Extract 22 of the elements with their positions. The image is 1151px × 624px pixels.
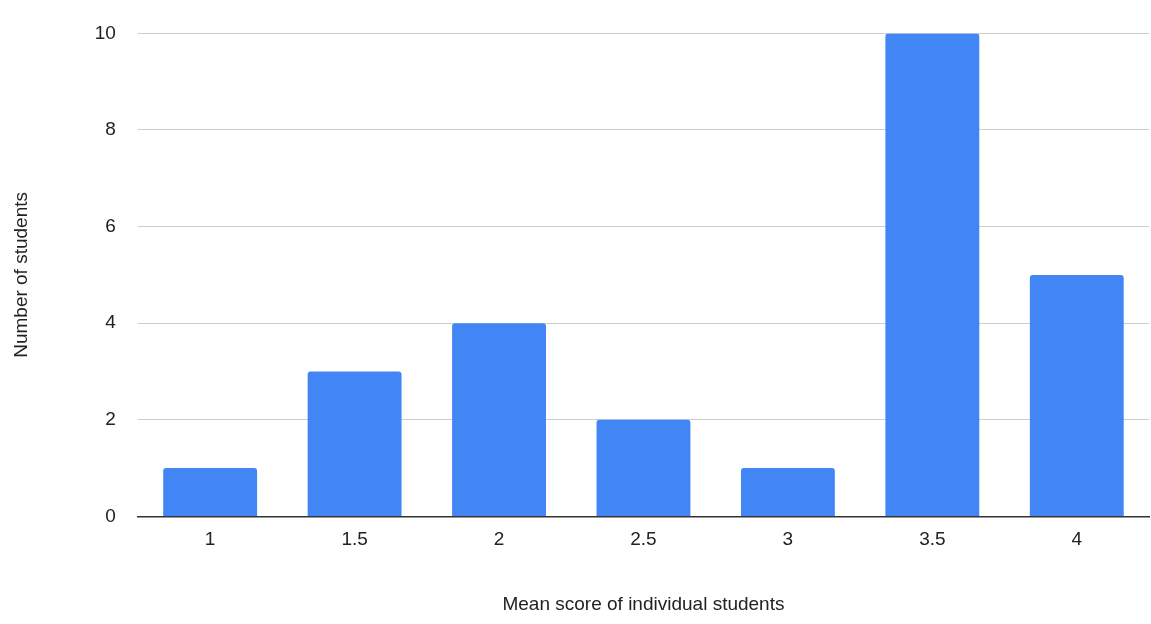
- bar: [885, 33, 980, 516]
- bar: [1029, 274, 1124, 516]
- x-tick-label: 1.5: [341, 528, 368, 550]
- x-tick-label: 3.5: [919, 528, 946, 550]
- x-tick-label: 2.5: [630, 528, 657, 550]
- y-tick-label: 8: [105, 118, 116, 140]
- x-tick-label: 2: [493, 528, 505, 550]
- y-tick-label: 4: [105, 311, 117, 333]
- y-tick-label: 0: [105, 504, 116, 526]
- y-tick-label: 2: [105, 408, 116, 430]
- bar: [452, 323, 546, 516]
- y-axis-title: Number of students: [9, 191, 31, 358]
- y-tick-label: 10: [94, 21, 116, 43]
- x-axis-title: Mean score of individual students: [502, 592, 785, 614]
- bar: [307, 371, 402, 516]
- bar: [740, 468, 835, 516]
- y-tick-label: 6: [105, 214, 116, 236]
- x-tick-label: 4: [1071, 528, 1083, 550]
- x-tick-label: 1: [204, 528, 216, 550]
- x-tick-label: 3: [782, 528, 794, 550]
- bar: [163, 468, 258, 516]
- bar: [596, 419, 691, 516]
